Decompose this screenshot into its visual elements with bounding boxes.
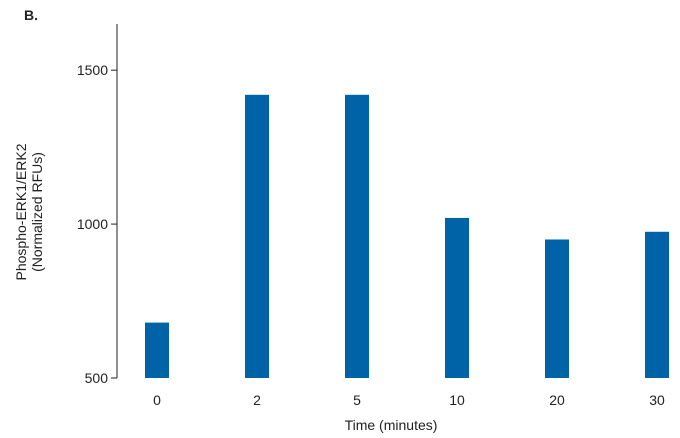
x-tick-label: 10 xyxy=(449,392,465,408)
x-tick-label: 30 xyxy=(649,392,665,408)
y-tick-label: 1000 xyxy=(77,216,108,232)
bar-10 xyxy=(445,217,469,378)
bar-30 xyxy=(645,231,669,378)
y-axis-label-line2: (Normalized RFUs) xyxy=(29,152,45,272)
x-tick-label: 20 xyxy=(549,392,565,408)
bars xyxy=(145,94,669,379)
x-tick-label: 2 xyxy=(253,392,261,408)
bar-5 xyxy=(345,94,369,379)
bar-2 xyxy=(245,94,269,379)
y-tick-label: 1500 xyxy=(77,62,108,78)
y-axis-ticks: 500 1000 1500 xyxy=(77,62,117,386)
y-tick-label: 500 xyxy=(85,370,109,386)
x-tick-label: 5 xyxy=(353,392,361,408)
bar-20 xyxy=(545,239,569,378)
x-axis-label: Time (minutes) xyxy=(345,417,438,433)
bar-0 xyxy=(145,322,169,378)
panel-label: B. xyxy=(24,7,38,23)
y-axis-label-line1: Phospho-ERK1/ERK2 xyxy=(13,143,29,280)
x-tick-label: 0 xyxy=(153,392,161,408)
x-axis-tick-labels: 0 2 5 10 20 30 xyxy=(153,392,665,408)
